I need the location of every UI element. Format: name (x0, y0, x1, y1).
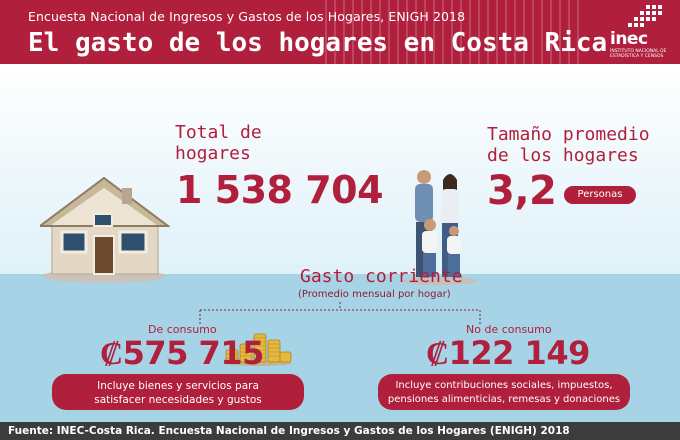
colon-currency-icon: ₡ (426, 334, 449, 372)
header-subtitle: Encuesta Nacional de Ingresos y Gastos d… (28, 9, 466, 24)
non-consumption-desc-line2: pensiones alimenticias, remesas y donaci… (387, 394, 621, 405)
non-consumption-amount: ₡122 149 (426, 334, 590, 372)
consumption-value: 575 715 (122, 334, 265, 372)
households-total: 1 538 704 (176, 168, 384, 212)
non-consumption-label: No de consumo (466, 323, 552, 336)
household-size-label-1: Tamaño promedio (487, 124, 650, 145)
persons-badge: Personas (564, 186, 636, 204)
spending-subtitle: (Promedio mensual por hogar) (298, 289, 451, 300)
page-title: El gasto de los hogares en Costa Rica (28, 28, 608, 58)
inec-logo: inec INSTITUTO NACIONAL DE ESTADÍSTICA Y… (608, 3, 678, 61)
households-label-2: hogares (175, 143, 251, 164)
inec-logo-icon (628, 5, 662, 27)
family-icon (402, 170, 478, 285)
consumption-desc-line2: satisfacer necesidades y gustos (94, 394, 262, 406)
households-label-1: Total de (175, 122, 262, 143)
consumption-amount: ₡575 715 (100, 334, 264, 372)
header-decoration (325, 0, 585, 64)
consumption-desc-line1: Incluye bienes y servicios para (97, 380, 259, 392)
consumption-description: Incluye bienes y servicios para satisfac… (52, 374, 304, 410)
colon-currency-icon: ₡ (100, 334, 123, 372)
logo-tagline: INSTITUTO NACIONAL DE ESTADÍSTICA Y CENS… (610, 49, 667, 59)
house-icon (40, 176, 170, 283)
logo-name: inec (610, 29, 648, 49)
non-consumption-desc-line1: Incluye contribuciones sociales, impuest… (395, 380, 613, 391)
coins-icon (224, 333, 292, 366)
household-size-label-2: de los hogares (487, 145, 639, 166)
non-consumption-description: Incluye contribuciones sociales, impuest… (378, 374, 630, 410)
spending-title: Gasto corriente (300, 266, 463, 287)
household-size-value: 3,2 (487, 168, 557, 214)
source-footer: Fuente: INEC-Costa Rica. Encuesta Nacion… (0, 422, 680, 440)
spending-bracket (199, 302, 481, 326)
consumption-label: De consumo (148, 323, 217, 336)
header-banner: Encuesta Nacional de Ingresos y Gastos d… (0, 0, 680, 64)
non-consumption-value: 122 149 (448, 334, 591, 372)
